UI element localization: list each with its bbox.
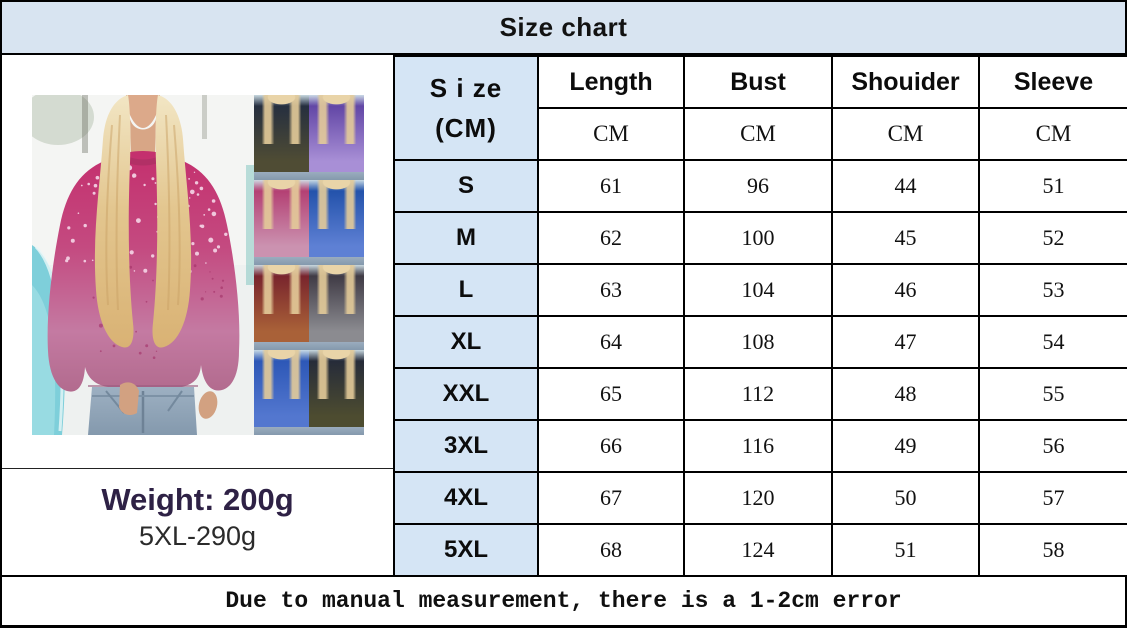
product-panel: Weight: 200g 5XL-290g: [0, 55, 393, 575]
table-row: S 61 96 44 51: [393, 159, 1127, 213]
size-label: 3XL: [393, 419, 539, 473]
value-cell: 51: [831, 523, 980, 577]
weight-5xl-label: 5XL-290g: [138, 520, 257, 551]
column-header-sleeve: Sleeve: [978, 55, 1127, 109]
size-label: XL: [393, 315, 539, 369]
size-header-line2: (CM): [435, 113, 497, 143]
value-cell: 56: [978, 419, 1127, 473]
size-header-line1: S i ze: [429, 72, 503, 103]
panel-divider: [2, 468, 393, 469]
table-row: L 63 104 46 53: [393, 263, 1127, 317]
value-cell: 64: [537, 315, 685, 369]
unit-cell: CM: [683, 107, 833, 161]
value-cell: 66: [537, 419, 685, 473]
value-cell: 49: [831, 419, 980, 473]
size-label: M: [393, 211, 539, 265]
size-label: S: [393, 159, 539, 213]
size-table: S i ze (CM) Length Bust Shouider Sleeve …: [393, 55, 1127, 577]
variant-thumb-royal-blue: [309, 180, 364, 265]
value-cell: 104: [683, 263, 833, 317]
value-cell: 120: [683, 471, 833, 525]
value-cell: 61: [537, 159, 685, 213]
value-cell: 45: [831, 211, 980, 265]
column-header-length: Length: [537, 55, 685, 109]
column-header-shoulder: Shouider: [831, 55, 980, 109]
variant-thumb-rust-brown: [254, 265, 309, 350]
value-cell: 47: [831, 315, 980, 369]
value-cell: 48: [831, 367, 980, 421]
footnote-bar: Due to manual measurement, there is a 1-…: [0, 575, 1127, 628]
model-skin: [126, 95, 160, 155]
unit-cell: CM: [831, 107, 980, 161]
value-cell: 68: [537, 523, 685, 577]
value-cell: 112: [683, 367, 833, 421]
value-cell: 116: [683, 419, 833, 473]
page-title-bar: Size chart: [0, 0, 1127, 55]
model-hair: [94, 95, 192, 348]
size-label: 4XL: [393, 471, 539, 525]
size-label: XXL: [393, 367, 539, 421]
column-header-bust: Bust: [683, 55, 833, 109]
table-row: 4XL 67 120 50 57: [393, 471, 1127, 525]
variant-thumb-olive-navy: [254, 95, 309, 180]
variant-thumb-charcoal-gray: [309, 265, 364, 350]
table-row: 3XL 66 116 49 56: [393, 419, 1127, 473]
table-row: XL 64 108 47 54: [393, 315, 1127, 369]
value-cell: 51: [978, 159, 1127, 213]
value-cell: 53: [978, 263, 1127, 317]
table-row: XXL 65 112 48 55: [393, 367, 1127, 421]
color-variant-thumbnails: [254, 95, 364, 435]
value-cell: 108: [683, 315, 833, 369]
value-cell: 52: [978, 211, 1127, 265]
value-cell: 96: [683, 159, 833, 213]
unit-cell: CM: [537, 107, 685, 161]
product-images: [32, 95, 364, 435]
size-label: L: [393, 263, 539, 317]
value-cell: 44: [831, 159, 980, 213]
unit-cell: CM: [978, 107, 1127, 161]
variant-thumb-cobalt-blue: [254, 350, 309, 435]
model-hands: [119, 382, 218, 419]
size-label: 5XL: [393, 523, 539, 577]
variant-thumb-olive-green: [309, 350, 364, 435]
denim-shorts: [88, 387, 197, 435]
variant-thumb-rose-pink: [254, 180, 309, 265]
value-cell: 63: [537, 263, 685, 317]
table-header-row: S i ze (CM) Length Bust Shouider Sleeve: [393, 55, 1127, 161]
value-cell: 65: [537, 367, 685, 421]
variant-thumb-purple: [309, 95, 364, 180]
weight-label: Weight: 200g: [101, 482, 294, 517]
value-cell: 58: [978, 523, 1127, 577]
table-row: M 62 100 45 52: [393, 211, 1127, 265]
value-cell: 124: [683, 523, 833, 577]
value-cell: 46: [831, 263, 980, 317]
value-cell: 57: [978, 471, 1127, 525]
unit-row: CM CM CM CM: [394, 107, 1127, 161]
size-column-header: S i ze (CM): [393, 55, 539, 161]
value-cell: 62: [537, 211, 685, 265]
value-cell: 55: [978, 367, 1127, 421]
value-cell: 54: [978, 315, 1127, 369]
page-title: Size chart: [499, 12, 628, 42]
value-cell: 50: [831, 471, 980, 525]
value-cell: 67: [537, 471, 685, 525]
weight-info: Weight: 200g 5XL-290g: [2, 481, 393, 552]
table-row: 5XL 68 124 51 58: [393, 523, 1127, 577]
footnote-text: Due to manual measurement, there is a 1-…: [225, 588, 902, 614]
value-cell: 100: [683, 211, 833, 265]
product-photo-main: [32, 95, 254, 435]
